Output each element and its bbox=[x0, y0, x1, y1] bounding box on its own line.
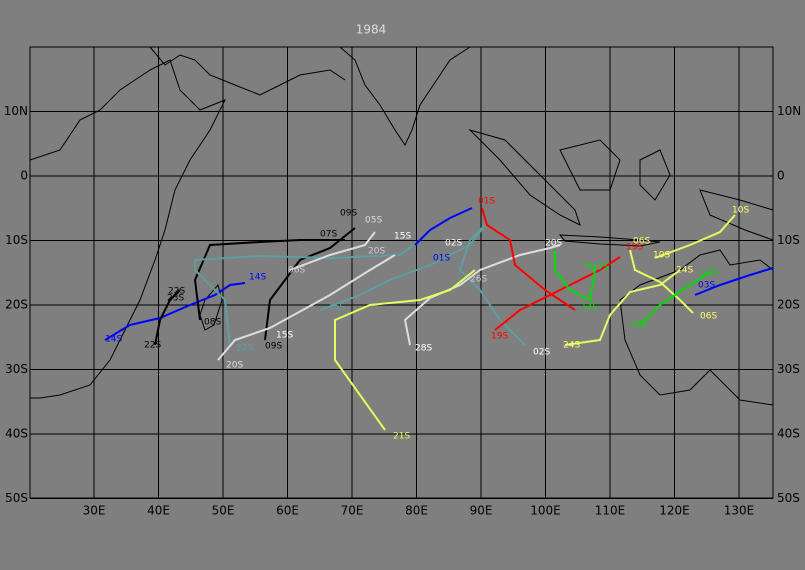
storm-label: 28S bbox=[415, 344, 432, 354]
storm-label: 10S bbox=[732, 206, 749, 216]
storm-label: 15S bbox=[328, 303, 345, 313]
storm-label: 07S bbox=[320, 230, 337, 240]
storm-label: 21S bbox=[393, 432, 410, 442]
storm-label: 16S bbox=[630, 321, 647, 331]
lat-label-left: 50S bbox=[5, 491, 28, 505]
storm-label: 17S bbox=[592, 263, 609, 273]
lat-label-right: 20S bbox=[777, 298, 800, 312]
storm-label: 06S bbox=[288, 266, 305, 276]
map-frame bbox=[29, 46, 774, 499]
storm-label: 14S bbox=[249, 273, 266, 283]
storm-label: 19S bbox=[626, 243, 643, 253]
lat-label-left: 10N bbox=[4, 104, 28, 118]
storm-label: 09S bbox=[265, 342, 282, 352]
storm-label: 24S bbox=[563, 341, 580, 351]
storm-label: 19S bbox=[491, 332, 508, 342]
lat-label-left: 0 bbox=[20, 169, 28, 183]
lat-label-left: 10S bbox=[5, 233, 28, 247]
storm-label: 14S bbox=[581, 303, 598, 313]
storm-label: 09S bbox=[340, 209, 357, 219]
storm-label: 06S bbox=[700, 312, 717, 322]
lat-label-left: 40S bbox=[5, 427, 28, 441]
lon-label: 80E bbox=[405, 504, 428, 518]
storm-label: 10S bbox=[653, 251, 670, 261]
lat-label-right: 10N bbox=[777, 104, 801, 118]
coastlines bbox=[29, 46, 774, 406]
storm-label: 02S bbox=[533, 348, 550, 358]
lon-label: 70E bbox=[341, 504, 364, 518]
storm-label: 20S bbox=[226, 361, 243, 371]
storm-label: 20S bbox=[368, 247, 385, 257]
lon-label: 50E bbox=[212, 504, 235, 518]
lat-label-right: 50S bbox=[777, 491, 800, 505]
storm-labels: 01S 01S 02S 02S 05S 07S 09S 09S 10S 10S … bbox=[105, 197, 749, 442]
storm-label: 12S bbox=[701, 269, 718, 279]
lon-label: 100E bbox=[530, 504, 561, 518]
lon-label: 90E bbox=[470, 504, 493, 518]
lat-label-left: 30S bbox=[5, 362, 28, 376]
storm-label: 20S bbox=[545, 239, 562, 249]
lat-label-right: 30S bbox=[777, 362, 800, 376]
storm-label: 26S bbox=[470, 275, 487, 285]
storm-label: 22S bbox=[144, 341, 161, 351]
storm-label: 05S bbox=[365, 216, 382, 226]
lon-label: 120E bbox=[659, 504, 690, 518]
storm-label: 03S bbox=[698, 281, 715, 291]
lon-label: 60E bbox=[276, 504, 299, 518]
lon-label: 40E bbox=[147, 504, 170, 518]
graticule: 30E 40E 50E 60E 70E 80E 90E 100E 110E 120E 130E 10N… bbox=[4, 47, 801, 518]
lon-label: 130E bbox=[724, 504, 755, 518]
lat-label-right: 10S bbox=[777, 233, 800, 247]
storm-label: 32S bbox=[236, 344, 253, 354]
lat-label-left: 20S bbox=[5, 298, 28, 312]
storm-label: 02S bbox=[445, 239, 462, 249]
storm-label: 23S bbox=[167, 294, 184, 304]
storm-label: 01S bbox=[478, 197, 495, 207]
storm-label: 08S bbox=[204, 318, 221, 328]
storm-label: 24S bbox=[676, 266, 693, 276]
storm-label: 06S bbox=[633, 237, 650, 247]
storm-label: 14S bbox=[105, 335, 122, 345]
storm-tracks bbox=[104, 207, 774, 431]
storm-label: 01S bbox=[433, 254, 450, 264]
map-title: 1984 bbox=[356, 23, 387, 37]
storm-label: 15S bbox=[394, 232, 411, 242]
storm-label: 15S bbox=[276, 331, 293, 341]
storm-label: 22S bbox=[168, 287, 185, 297]
lon-label: 110E bbox=[595, 504, 626, 518]
lat-label-right: 40S bbox=[777, 427, 800, 441]
lat-label-right: 0 bbox=[777, 169, 785, 183]
lon-label: 30E bbox=[83, 504, 106, 518]
